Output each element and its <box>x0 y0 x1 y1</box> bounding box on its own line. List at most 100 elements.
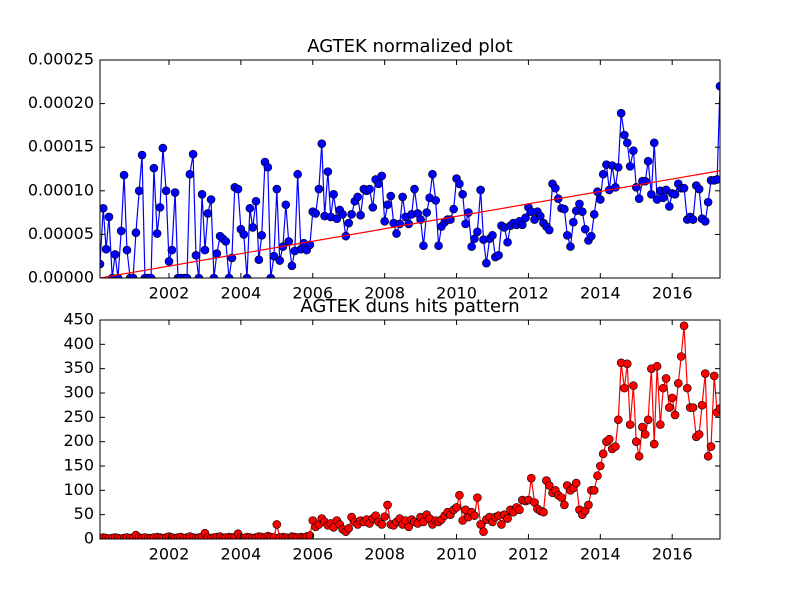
marker <box>314 184 324 194</box>
marker <box>611 183 620 192</box>
marker <box>703 451 713 461</box>
marker <box>368 203 378 212</box>
marker <box>575 199 584 209</box>
marker <box>392 229 401 238</box>
marker <box>593 471 602 481</box>
marker <box>661 374 671 383</box>
marker <box>251 196 261 206</box>
marker <box>560 204 569 214</box>
marker <box>329 189 338 199</box>
marker <box>272 184 282 194</box>
marker <box>452 503 461 512</box>
marker <box>287 261 297 271</box>
marker <box>365 184 374 194</box>
marker <box>613 162 623 172</box>
marker <box>596 195 605 204</box>
marker <box>670 410 680 420</box>
marker <box>164 257 174 266</box>
marker <box>305 531 315 539</box>
marker <box>254 255 264 264</box>
marker <box>589 486 599 495</box>
marker <box>656 420 665 429</box>
marker <box>191 251 201 260</box>
marker <box>158 143 168 153</box>
x-tick-label: 2004 <box>221 545 262 564</box>
marker <box>305 240 315 250</box>
marker <box>688 215 698 224</box>
y-tick-label: 0.00010 <box>28 180 94 199</box>
marker <box>613 415 623 425</box>
marker <box>643 156 653 166</box>
x-tick-label: 2016 <box>652 284 693 303</box>
marker <box>233 184 243 194</box>
marker <box>667 393 677 403</box>
marker <box>560 500 569 510</box>
marker <box>620 130 629 140</box>
y-tick-label: 0 <box>84 529 94 548</box>
marker <box>383 500 392 510</box>
chart-title: AGTEK duns hits pattern <box>300 296 519 317</box>
marker <box>604 434 614 444</box>
y-tick-label: 200 <box>63 431 94 450</box>
marker <box>455 490 464 500</box>
marker <box>620 383 629 393</box>
marker <box>611 442 620 451</box>
marker <box>398 192 407 202</box>
x-tick-label: 2010 <box>436 545 477 564</box>
marker <box>634 451 644 461</box>
marker <box>544 225 554 235</box>
marker <box>383 200 392 210</box>
x-tick-label: 2010 <box>436 284 477 303</box>
y-tick-label: 0.00005 <box>28 224 94 243</box>
y-tick-label: 50 <box>74 504 94 523</box>
marker <box>473 493 482 502</box>
y-tick-label: 0.00015 <box>28 137 94 156</box>
marker <box>239 230 249 239</box>
marker <box>100 203 108 213</box>
marker <box>703 197 713 207</box>
marker <box>482 258 491 268</box>
marker <box>665 202 674 211</box>
marker <box>188 149 198 159</box>
marker <box>473 227 482 237</box>
marker <box>527 473 536 483</box>
marker <box>598 169 608 179</box>
marker <box>269 251 279 261</box>
marker <box>643 415 653 425</box>
marker <box>551 183 560 193</box>
marker <box>521 213 530 223</box>
marker <box>629 381 638 391</box>
y-tick-label: 100 <box>63 480 94 499</box>
x-tick-label: 2008 <box>364 545 405 564</box>
marker <box>562 230 572 240</box>
marker <box>245 203 255 213</box>
y-tick-label: 0.00025 <box>28 50 94 69</box>
marker <box>715 81 720 91</box>
marker <box>131 228 141 237</box>
marker <box>622 359 632 369</box>
marker <box>706 442 716 451</box>
marker <box>275 256 285 265</box>
marker <box>332 214 342 224</box>
marker <box>658 383 668 393</box>
plot-area <box>100 81 720 278</box>
series-line <box>100 325 720 539</box>
marker <box>584 500 593 510</box>
y-tick-label: 450 <box>63 310 94 329</box>
marker <box>544 481 554 490</box>
x-tick-label: 2016 <box>652 545 693 564</box>
marker <box>598 449 608 459</box>
marker <box>589 210 599 219</box>
x-tick-label: 2012 <box>508 284 549 303</box>
y-tick-label: 0.00020 <box>28 93 94 112</box>
marker <box>380 512 389 521</box>
series-line <box>100 86 720 278</box>
marker <box>682 383 692 393</box>
marker <box>679 321 689 331</box>
x-tick-label: 2014 <box>580 545 621 564</box>
marker <box>104 212 114 222</box>
x-tick-label: 2002 <box>149 284 190 303</box>
x-tick-label: 2014 <box>580 284 621 303</box>
marker <box>197 189 207 199</box>
